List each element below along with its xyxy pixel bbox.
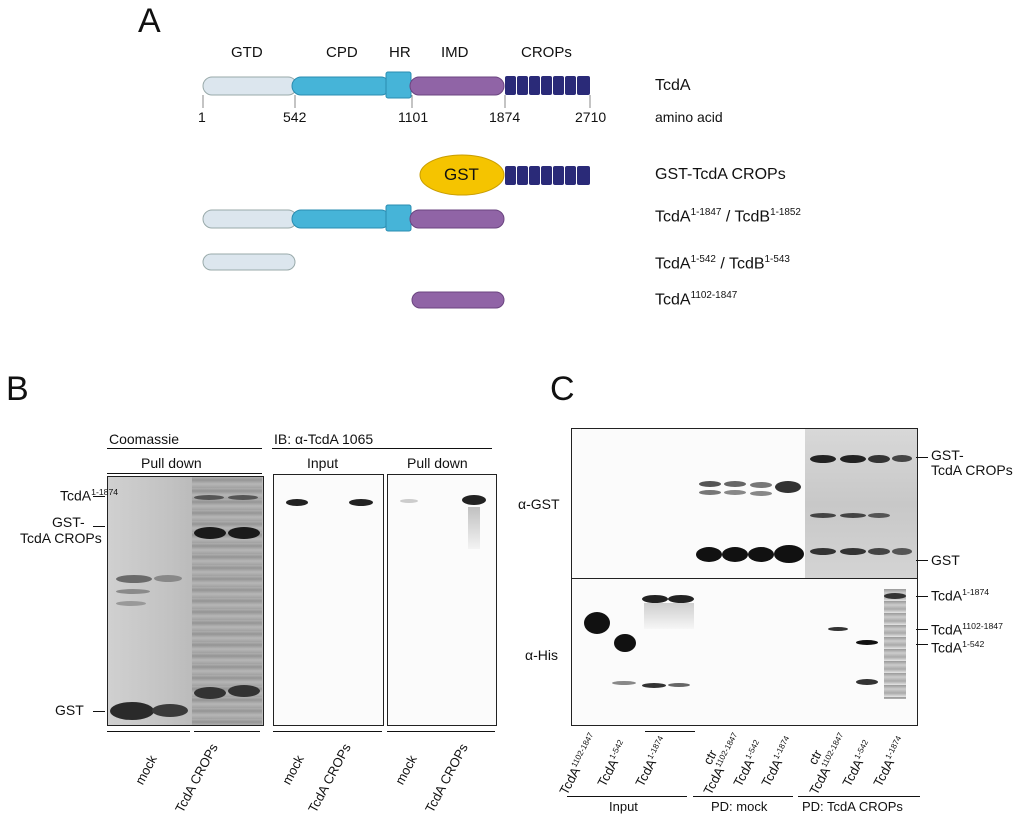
domain-hr-label: HR: [389, 44, 411, 61]
pulldown-label: Pull down: [141, 455, 202, 471]
coomassie-label: Coomassie: [109, 431, 180, 447]
panel-a-letter: A: [138, 2, 161, 40]
c-marker-tcda1874: TcdA1-1874: [931, 587, 990, 604]
gtd-domain: [202, 76, 298, 96]
c-marker-tcda1542: TcdA1-542: [931, 639, 985, 656]
gst-tag-label: GST: [444, 165, 479, 184]
domain-imd-label: IMD: [441, 44, 469, 61]
pos-2710: 2710: [575, 109, 607, 125]
ib-input-blot: [273, 474, 384, 726]
crops-repeats: [505, 76, 590, 95]
marker-gst-crops-1: GST-: [52, 514, 85, 530]
pos-1: 1: [198, 109, 206, 125]
cpd-domain: [291, 76, 391, 96]
imd-domain: [409, 76, 505, 96]
marker-gst: GST: [55, 702, 84, 718]
c-group-input: Input: [609, 799, 638, 814]
construct-3-label: TcdA1102-1847: [655, 290, 738, 309]
c-marker-gst: GST: [931, 552, 960, 568]
c-group-crops: PD: TcdA CROPs: [802, 799, 903, 814]
domain-gtd-label: GTD: [231, 44, 263, 61]
gst-tag: [419, 154, 505, 196]
c-marker-gst-crops-1: GST-: [931, 447, 964, 463]
pos-1874: 1874: [489, 109, 521, 125]
crops-repeats-2: [505, 166, 590, 185]
construct-1-label: TcdA1-1847 / TcdB1-1852: [655, 207, 801, 226]
pos-1101: 1101: [398, 109, 429, 125]
construct-2-label: TcdA1-542 / TcdB1-543: [655, 254, 790, 273]
gst-crops-label: GST-TcdA CROPs: [655, 166, 786, 183]
ahis-blot: [571, 578, 918, 726]
input-label: Input: [307, 455, 339, 471]
hr-domain: [385, 71, 412, 99]
pulldown2-label: Pull down: [407, 455, 468, 471]
panel-c-letter: C: [550, 370, 575, 408]
ib-pulldown-blot: [387, 474, 497, 726]
marker-tcda1874: TcdA1-1874: [60, 487, 119, 504]
c-marker-gst-crops-2: TcdA CROPs: [931, 462, 1013, 478]
domain-crops-label: CROPs: [521, 44, 572, 61]
c-group-mock: PD: mock: [711, 799, 768, 814]
agst-label: α-GST: [518, 496, 560, 512]
coomassie-gel: [107, 476, 264, 726]
c-marker-tcda1102: TcdA1102-1847: [931, 621, 1003, 638]
panel-b-letter: B: [6, 370, 29, 408]
pos-542: 542: [283, 109, 307, 125]
pos-unit: amino acid: [655, 109, 723, 125]
marker-gst-crops-2: TcdA CROPs: [20, 530, 102, 546]
ib-label: IB: α-TcdA 1065: [274, 431, 374, 447]
ahis-label: α-His: [525, 647, 558, 663]
agst-blot: [571, 428, 918, 580]
tcda-label: TcdA: [655, 77, 691, 94]
domain-cpd-label: CPD: [326, 44, 358, 61]
